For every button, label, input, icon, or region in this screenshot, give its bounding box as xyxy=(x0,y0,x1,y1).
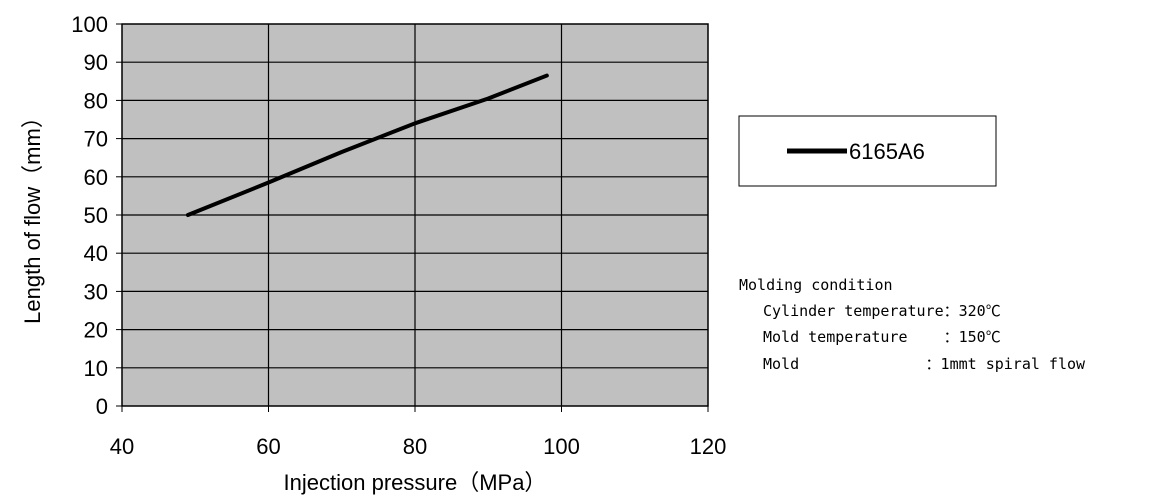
tick-labels: 0 10 20 30 40 50 60 70 80 90 100 40 60 80 100 120 xyxy=(71,12,726,459)
condition-mold-temp: Mold temperature ：150℃ xyxy=(763,328,1001,346)
x-tick-label: 60 xyxy=(256,434,280,459)
condition-mold: Mold ：1mmt spiral flow xyxy=(763,355,1086,373)
legend-label: 6165A6 xyxy=(849,139,925,164)
x-axis-label: Injection pressure（MPa） xyxy=(284,470,547,495)
series-line-6165A6 xyxy=(185,73,549,217)
molding-conditions: Molding condition Cylinder temperature：3… xyxy=(739,276,1086,373)
conditions-heading: Molding condition xyxy=(739,276,893,294)
y-tick-label: 100 xyxy=(71,12,108,37)
y-tick-label: 60 xyxy=(84,165,108,190)
y-tick-label: 0 xyxy=(96,394,108,419)
legend: 6165A6 xyxy=(738,115,997,187)
y-axis-label: Length of flow（mm） xyxy=(20,106,45,324)
x-tick-label: 40 xyxy=(110,434,134,459)
y-tick-label: 70 xyxy=(84,127,108,152)
x-tick-label: 80 xyxy=(403,434,427,459)
y-tick-label: 40 xyxy=(84,241,108,266)
x-tick-label: 120 xyxy=(690,434,727,459)
x-tick-label: 100 xyxy=(543,434,580,459)
legend-box xyxy=(738,115,997,187)
series-layer xyxy=(185,73,549,217)
y-tick-label: 10 xyxy=(84,356,108,381)
y-tick-label: 80 xyxy=(84,88,108,113)
y-tick-label: 20 xyxy=(84,318,108,343)
y-tick-label: 90 xyxy=(84,50,108,75)
y-tick-label: 30 xyxy=(84,279,108,304)
y-tick-label: 50 xyxy=(84,203,108,228)
condition-cylinder: Cylinder temperature：320℃ xyxy=(763,302,1001,320)
grid xyxy=(116,23,709,412)
